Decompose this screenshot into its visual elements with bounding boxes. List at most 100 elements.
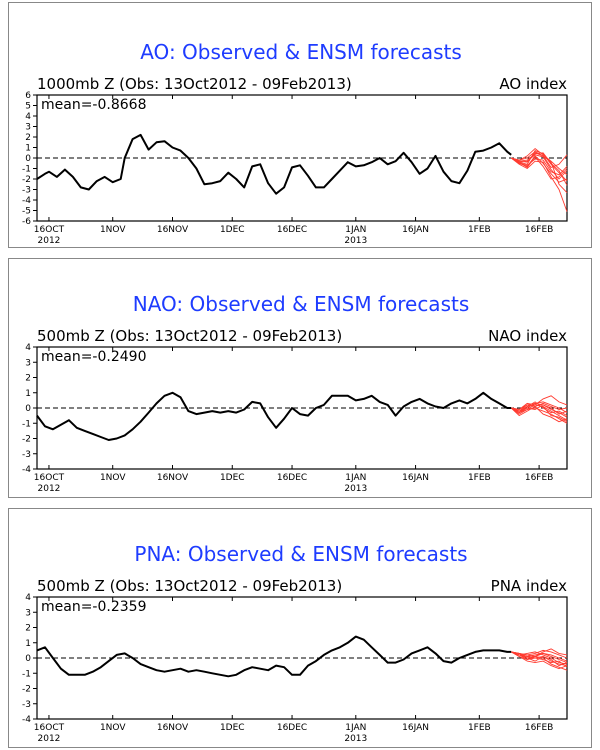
forecast-member-line — [511, 648, 568, 659]
index-label: PNA index — [491, 577, 567, 595]
x-tick-label: 16FEB — [525, 723, 554, 733]
x-tick-label: 1NOV — [100, 225, 126, 235]
chart-title: PNA: Observed & ENSM forecasts — [134, 542, 467, 566]
y-tick-label: -1 — [22, 669, 31, 679]
forecast-member-line — [511, 651, 568, 665]
y-tick-label: -1 — [22, 165, 31, 175]
y-tick-label: 6 — [25, 91, 31, 101]
x-tick-label: 16JAN — [402, 473, 429, 483]
forecast-member-line — [511, 402, 568, 410]
y-tick-label: 0 — [25, 154, 31, 164]
chart-subtitle: 500mb Z (Obs: 13Oct2012 - 09Feb2013) — [37, 327, 342, 345]
forecast-member-line — [511, 402, 568, 415]
y-tick-label: 4 — [25, 112, 31, 122]
y-tick-label: 0 — [25, 654, 31, 664]
observed-line — [36, 391, 512, 441]
x-tick-label: 1JAN — [345, 225, 366, 235]
forecast-member-line — [510, 405, 568, 423]
y-tick-label: 4 — [25, 343, 31, 353]
x-tick-label: 16NOV — [157, 225, 189, 235]
x-tick-label: 16NOV — [157, 473, 189, 483]
x-tick-label: 16JAN — [402, 723, 429, 733]
ao-chart-panel: AO: Observed & ENSM forecasts 1000mb Z (… — [8, 2, 592, 248]
y-tick-label: -6 — [22, 217, 31, 227]
x-tick-label: 1NOV — [100, 473, 126, 483]
x-tick-label: 1JAN — [345, 473, 366, 483]
y-tick-label: -3 — [22, 450, 31, 460]
y-tick-label: -1 — [22, 419, 31, 429]
y-tick-label: 1 — [25, 144, 31, 154]
x-tick-label: 1FEB — [468, 225, 491, 235]
x-tick-label: 16FEB — [525, 473, 554, 483]
forecast-member-line — [510, 157, 568, 212]
index-label: AO index — [499, 75, 567, 93]
x-tick-year: 2012 — [38, 484, 61, 494]
x-tick-label: 1FEB — [468, 473, 491, 483]
chart-subtitle: 500mb Z (Obs: 13Oct2012 - 09Feb2013) — [37, 577, 342, 595]
x-tick-year: 2012 — [38, 236, 61, 246]
index-label: NAO index — [488, 327, 567, 345]
x-tick-year: 2012 — [38, 734, 61, 744]
pna-chart: PNA: Observed & ENSM forecasts 500mb Z (… — [22, 542, 568, 744]
y-tick-label: 3 — [25, 123, 31, 133]
x-tick-label: 16JAN — [402, 225, 429, 235]
y-tick-label: 3 — [25, 358, 31, 368]
mean-label: mean=-0.2359 — [41, 599, 146, 615]
x-tick-label: 1JAN — [345, 723, 366, 733]
y-tick-label: -3 — [22, 700, 31, 710]
x-tick-label: 16OCT — [34, 225, 65, 235]
x-tick-label: 1FEB — [468, 723, 491, 733]
y-tick-label: -4 — [22, 465, 31, 475]
y-tick-label: 0 — [25, 404, 31, 414]
x-tick-year: 2013 — [344, 484, 367, 494]
forecast-member-line — [510, 404, 568, 423]
chart-title: NAO: Observed & ENSM forecasts — [133, 292, 470, 316]
x-tick-label: 16OCT — [34, 473, 65, 483]
chart-title: AO: Observed & ENSM forecasts — [140, 40, 462, 64]
nao-chart-panel: NAO: Observed & ENSM forecasts 500mb Z (… — [8, 258, 592, 498]
y-tick-label: -4 — [22, 196, 31, 206]
y-tick-label: -2 — [22, 685, 31, 695]
x-tick-label: 16DEC — [277, 473, 307, 483]
x-tick-label: 16NOV — [157, 723, 189, 733]
y-tick-label: -5 — [22, 207, 31, 217]
x-tick-label: 1DEC — [220, 723, 245, 733]
mean-label: mean=-0.2490 — [41, 349, 146, 365]
x-tick-label: 1DEC — [220, 225, 245, 235]
forecast-member-line — [511, 651, 568, 662]
y-tick-label: -3 — [22, 186, 31, 196]
forecast-member-line — [511, 151, 568, 194]
x-tick-label: 16OCT — [34, 723, 65, 733]
x-tick-label: 1NOV — [100, 723, 126, 733]
x-tick-label: 16DEC — [277, 723, 307, 733]
forecast-member-line — [510, 407, 568, 424]
x-tick-year: 2013 — [344, 734, 367, 744]
observed-line — [36, 133, 512, 195]
x-tick-label: 16DEC — [277, 225, 307, 235]
y-tick-label: 1 — [25, 639, 31, 649]
y-tick-label: 2 — [25, 133, 31, 143]
nao-chart: NAO: Observed & ENSM forecasts 500mb Z (… — [22, 292, 568, 494]
x-tick-label: 16FEB — [525, 225, 554, 235]
pna-chart-panel: PNA: Observed & ENSM forecasts 500mb Z (… — [8, 508, 592, 748]
forecast-member-line — [510, 157, 568, 176]
mean-label: mean=-0.8668 — [41, 97, 146, 113]
forecast-member-line — [511, 152, 568, 186]
y-tick-label: -4 — [22, 715, 31, 725]
y-tick-label: 4 — [25, 593, 31, 603]
y-tick-label: 1 — [25, 389, 31, 399]
x-tick-year: 2013 — [344, 236, 367, 246]
y-tick-label: 2 — [25, 624, 31, 634]
y-tick-label: -2 — [22, 435, 31, 445]
observed-line — [36, 635, 512, 678]
forecast-member-line — [510, 651, 568, 671]
forecast-member-line — [510, 150, 568, 182]
y-tick-label: 2 — [25, 374, 31, 384]
chart-subtitle: 1000mb Z (Obs: 13Oct2012 - 09Feb2013) — [37, 75, 352, 93]
forecast-member-line — [511, 651, 568, 667]
ao-chart: AO: Observed & ENSM forecasts 1000mb Z (… — [22, 40, 568, 246]
forecast-member-line — [510, 156, 568, 180]
